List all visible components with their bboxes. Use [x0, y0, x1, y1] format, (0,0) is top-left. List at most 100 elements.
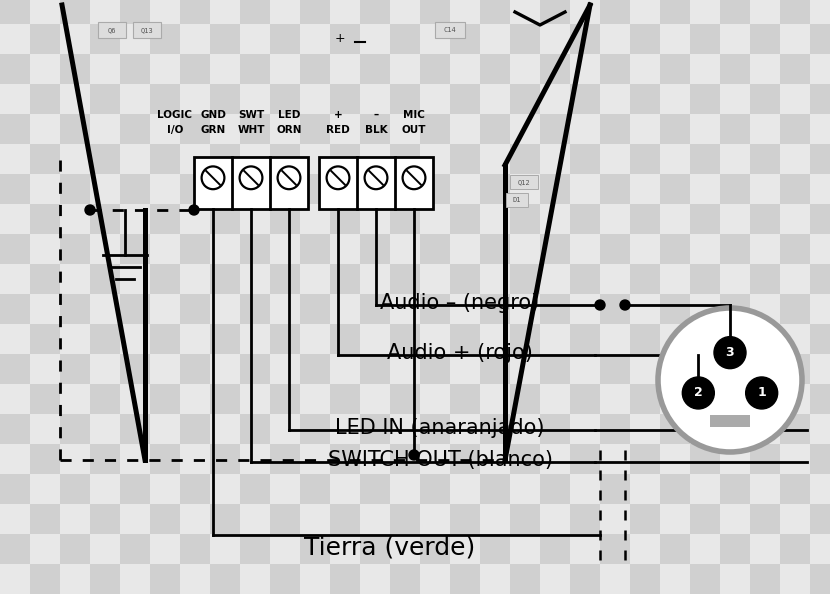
Bar: [180, 534, 210, 564]
Bar: [210, 444, 240, 474]
Text: ORN: ORN: [276, 125, 302, 135]
Text: D1: D1: [513, 197, 521, 203]
Text: 1: 1: [757, 387, 766, 399]
Bar: [210, 354, 240, 384]
Bar: [390, 564, 420, 594]
Bar: [480, 474, 510, 504]
Bar: [210, 0, 240, 24]
Bar: [120, 0, 150, 24]
Bar: [300, 24, 330, 54]
Bar: [510, 24, 540, 54]
Bar: [210, 114, 240, 144]
Text: GRN: GRN: [200, 125, 226, 135]
Bar: [540, 234, 570, 264]
Bar: [270, 174, 300, 204]
Bar: [720, 84, 750, 114]
Bar: [600, 414, 630, 444]
Bar: [540, 204, 570, 234]
Bar: [570, 234, 600, 264]
Bar: [300, 114, 330, 144]
Bar: [180, 324, 210, 354]
Bar: [30, 324, 60, 354]
Bar: [600, 264, 630, 294]
Bar: [240, 234, 270, 264]
Bar: [420, 534, 450, 564]
Bar: [270, 354, 300, 384]
Bar: [90, 24, 120, 54]
Bar: [540, 384, 570, 414]
Text: +: +: [334, 31, 345, 45]
Bar: [600, 54, 630, 84]
Bar: [194, 157, 308, 209]
Bar: [720, 264, 750, 294]
Bar: [300, 324, 330, 354]
Bar: [30, 114, 60, 144]
Bar: [330, 354, 360, 384]
Bar: [330, 24, 360, 54]
Bar: [810, 414, 830, 444]
Bar: [30, 0, 60, 24]
Bar: [480, 174, 510, 204]
Bar: [600, 444, 630, 474]
Bar: [420, 354, 450, 384]
Bar: [30, 354, 60, 384]
Bar: [60, 324, 90, 354]
Bar: [750, 474, 780, 504]
Bar: [450, 564, 480, 594]
Bar: [630, 534, 660, 564]
Bar: [630, 414, 660, 444]
Bar: [690, 264, 720, 294]
Bar: [90, 504, 120, 534]
Bar: [720, 54, 750, 84]
Bar: [0, 84, 30, 114]
Bar: [420, 264, 450, 294]
Bar: [450, 204, 480, 234]
Bar: [390, 114, 420, 144]
Bar: [120, 414, 150, 444]
Bar: [540, 504, 570, 534]
Bar: [660, 114, 690, 144]
Bar: [420, 564, 450, 594]
Bar: [720, 204, 750, 234]
Bar: [750, 54, 780, 84]
Bar: [360, 324, 390, 354]
Bar: [780, 204, 810, 234]
Bar: [330, 264, 360, 294]
Bar: [120, 144, 150, 174]
Bar: [150, 564, 180, 594]
Bar: [30, 474, 60, 504]
Bar: [330, 534, 360, 564]
Bar: [570, 264, 600, 294]
Bar: [750, 144, 780, 174]
Bar: [0, 564, 30, 594]
Bar: [720, 114, 750, 144]
Bar: [60, 534, 90, 564]
Bar: [210, 264, 240, 294]
Bar: [60, 294, 90, 324]
Bar: [300, 204, 330, 234]
Bar: [240, 114, 270, 144]
Bar: [540, 264, 570, 294]
Bar: [510, 444, 540, 474]
Bar: [390, 174, 420, 204]
Bar: [630, 474, 660, 504]
Bar: [90, 384, 120, 414]
Bar: [390, 204, 420, 234]
Bar: [0, 324, 30, 354]
Bar: [540, 84, 570, 114]
Bar: [300, 384, 330, 414]
Text: LED: LED: [278, 110, 300, 120]
Bar: [630, 504, 660, 534]
Bar: [510, 114, 540, 144]
Circle shape: [745, 377, 778, 409]
Text: Q13: Q13: [140, 27, 154, 33]
Bar: [300, 174, 330, 204]
Circle shape: [240, 166, 262, 189]
Bar: [210, 24, 240, 54]
Text: Q12: Q12: [518, 179, 530, 185]
Bar: [660, 144, 690, 174]
Bar: [180, 294, 210, 324]
Text: Q6: Q6: [108, 27, 116, 33]
Bar: [480, 84, 510, 114]
Bar: [690, 84, 720, 114]
